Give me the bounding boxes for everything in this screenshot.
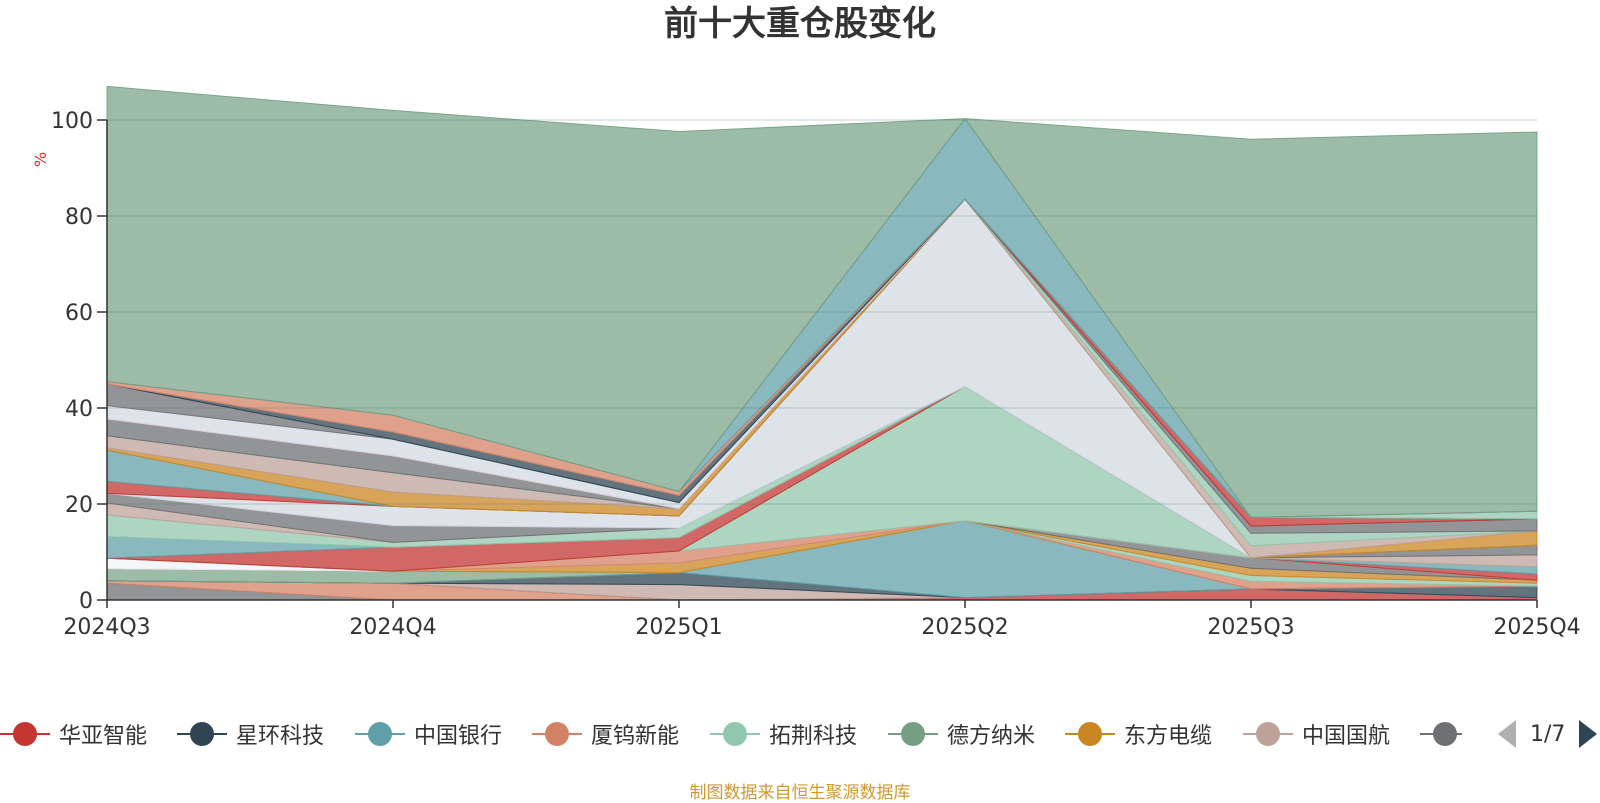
legend-page-indicator: 1/7 <box>1530 721 1566 747</box>
legend-item[interactable]: 北 <box>1420 716 1462 752</box>
legend-marker-icon <box>177 722 227 746</box>
grid-lines <box>107 119 1537 505</box>
y-tick-label: 20 <box>65 493 93 518</box>
legend-label: 拓荆科技 <box>769 724 858 749</box>
legend-marker-icon <box>355 722 405 746</box>
x-tick-label: 2025Q2 <box>921 615 1008 640</box>
legend-item[interactable]: 东方电缆 <box>1065 716 1212 752</box>
x-tick-label: 2025Q1 <box>635 615 722 640</box>
legend-pager: 1/7 <box>1498 716 1598 752</box>
area-layers <box>106 85 1538 601</box>
legend-marker-icon <box>1065 722 1115 746</box>
legend-label: 厦钨新能 <box>591 724 680 749</box>
legend-item[interactable]: 华亚智能 <box>0 716 147 752</box>
y-tick-label: 80 <box>65 205 93 230</box>
legend: 华亚智能 星环科技 中国银行 厦钨新能 拓荆科技 德方纳米 东方电缆 中国国航 北 <box>0 716 1600 752</box>
area-layer-33[interactable] <box>106 85 1538 518</box>
legend-next-page-button[interactable] <box>1579 720 1598 748</box>
legend-item[interactable]: 中国银行 <box>355 716 502 752</box>
chart-title: 前十大重仓股变化 <box>664 4 936 44</box>
legend-item[interactable]: 星环科技 <box>177 716 324 752</box>
x-tick-label: 2025Q3 <box>1207 615 1294 640</box>
legend-marker-icon <box>0 722 50 746</box>
stacked-area-chart: 0 20 40 60 80 100 2024Q3 2024Q4 2025Q1 2025Q2 2025… <box>51 85 1581 640</box>
y-tick-label: 60 <box>65 301 93 326</box>
x-tick-label: 2025Q4 <box>1493 615 1580 640</box>
legend-marker-icon <box>710 722 760 746</box>
legend-label: 东方电缆 <box>1124 724 1213 749</box>
legend-item[interactable]: 中国国航 <box>1243 716 1390 752</box>
legend-items: 华亚智能 星环科技 中国银行 厦钨新能 拓荆科技 德方纳米 东方电缆 中国国航 北 <box>0 716 1462 752</box>
legend-label: 星环科技 <box>236 724 325 749</box>
y-tick-label: 100 <box>51 109 93 134</box>
y-tick-label: 40 <box>65 397 93 422</box>
legend-marker-icon <box>888 722 938 746</box>
legend-marker-icon <box>1420 722 1462 746</box>
axes: 0 20 40 60 80 100 2024Q3 2024Q4 2025Q1 2025Q2 2025… <box>51 109 1581 640</box>
legend-item[interactable]: 厦钨新能 <box>532 716 679 752</box>
legend-label: 中国银行 <box>414 724 503 749</box>
legend-label: 德方纳米 <box>947 724 1036 749</box>
legend-prev-page-button[interactable] <box>1498 720 1516 748</box>
y-tick-label: 0 <box>79 589 93 614</box>
legend-item[interactable]: 拓荆科技 <box>710 716 857 752</box>
legend-label: 中国国航 <box>1302 724 1391 749</box>
source-note: 制图数据来自恒生聚源数据库 <box>689 783 911 803</box>
legend-marker-icon <box>1243 722 1293 746</box>
legend-marker-icon <box>532 722 582 746</box>
legend-label: 华亚智能 <box>59 724 148 749</box>
legend-item[interactable]: 德方纳米 <box>888 716 1035 752</box>
x-tick-label: 2024Q4 <box>349 615 436 640</box>
x-tick-label: 2024Q3 <box>63 615 150 640</box>
